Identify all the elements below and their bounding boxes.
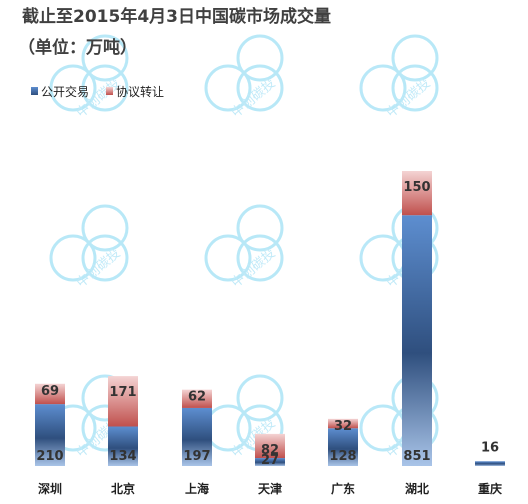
bar-agreement-0 (35, 383, 65, 405)
legend-swatch-public (31, 87, 38, 95)
bars-layer (35, 171, 505, 466)
value-label-agreement-2: 62 (188, 390, 206, 405)
category-label-0: 深圳 (38, 481, 62, 496)
bar-agreement-2 (182, 389, 212, 408)
bar-public-4 (328, 428, 358, 466)
bar-public-0 (35, 404, 65, 466)
value-label-agreement-5: 150 (403, 180, 430, 195)
bar-agreement-5 (402, 171, 432, 216)
bar-public-3 (255, 458, 285, 466)
value-label-public-2: 197 (183, 449, 210, 464)
watermark-text: 中创碳投 (228, 245, 278, 291)
watermark-text: 中创碳投 (73, 245, 123, 291)
bar-public-5 (402, 215, 432, 466)
bar-public-2 (182, 407, 212, 466)
value-label-public-0: 210 (36, 449, 63, 464)
value-label-agreement-3: 82 (261, 443, 279, 458)
legend: 公开交易 协议转让 (31, 84, 164, 99)
category-labels-layer: 深圳 北京 上海 天津 广东 湖北 重庆 (38, 481, 502, 496)
value-label-public-1: 134 (109, 449, 136, 464)
value-label-public-6: 16 (481, 440, 499, 455)
legend-label-agreement: 协议转让 (116, 84, 164, 99)
value-label-agreement-0: 69 (41, 384, 59, 399)
value-label-agreement-4: 32 (334, 419, 352, 434)
bar-agreement-3 (255, 433, 285, 459)
value-label-agreement-1: 171 (109, 385, 136, 400)
value-label-public-5: 851 (403, 449, 430, 464)
watermark-stamp: 中创碳投 (359, 34, 439, 121)
category-label-4: 广东 (331, 481, 355, 496)
legend-label-public: 公开交易 (41, 84, 89, 99)
bar-agreement-1 (108, 376, 138, 427)
watermark-stamp: 中创碳投 (49, 204, 129, 291)
value-label-public-4: 128 (329, 449, 356, 464)
category-label-5: 湖北 (405, 481, 429, 496)
watermark-text: 中创碳投 (383, 75, 433, 121)
category-label-6: 重庆 (478, 481, 502, 496)
category-label-3: 天津 (258, 481, 282, 496)
watermark-stamp: 中创碳投 (204, 204, 284, 291)
legend-swatch-agreement (106, 87, 113, 95)
chart-title: 截止至2015年4月3日中国碳市场成交量 (22, 6, 331, 27)
bar-public-1 (108, 426, 138, 466)
category-label-1: 北京 (111, 481, 135, 496)
chart-subtitle: （单位：万吨） (18, 37, 137, 58)
bar-agreement-4 (328, 418, 358, 429)
category-label-2: 上海 (185, 481, 209, 496)
watermark-text: 中创碳投 (228, 75, 278, 121)
watermark-stamp: 中创碳投 (204, 34, 284, 121)
value-label-public-3: 27 (261, 453, 279, 468)
bar-public-6 (475, 461, 505, 466)
